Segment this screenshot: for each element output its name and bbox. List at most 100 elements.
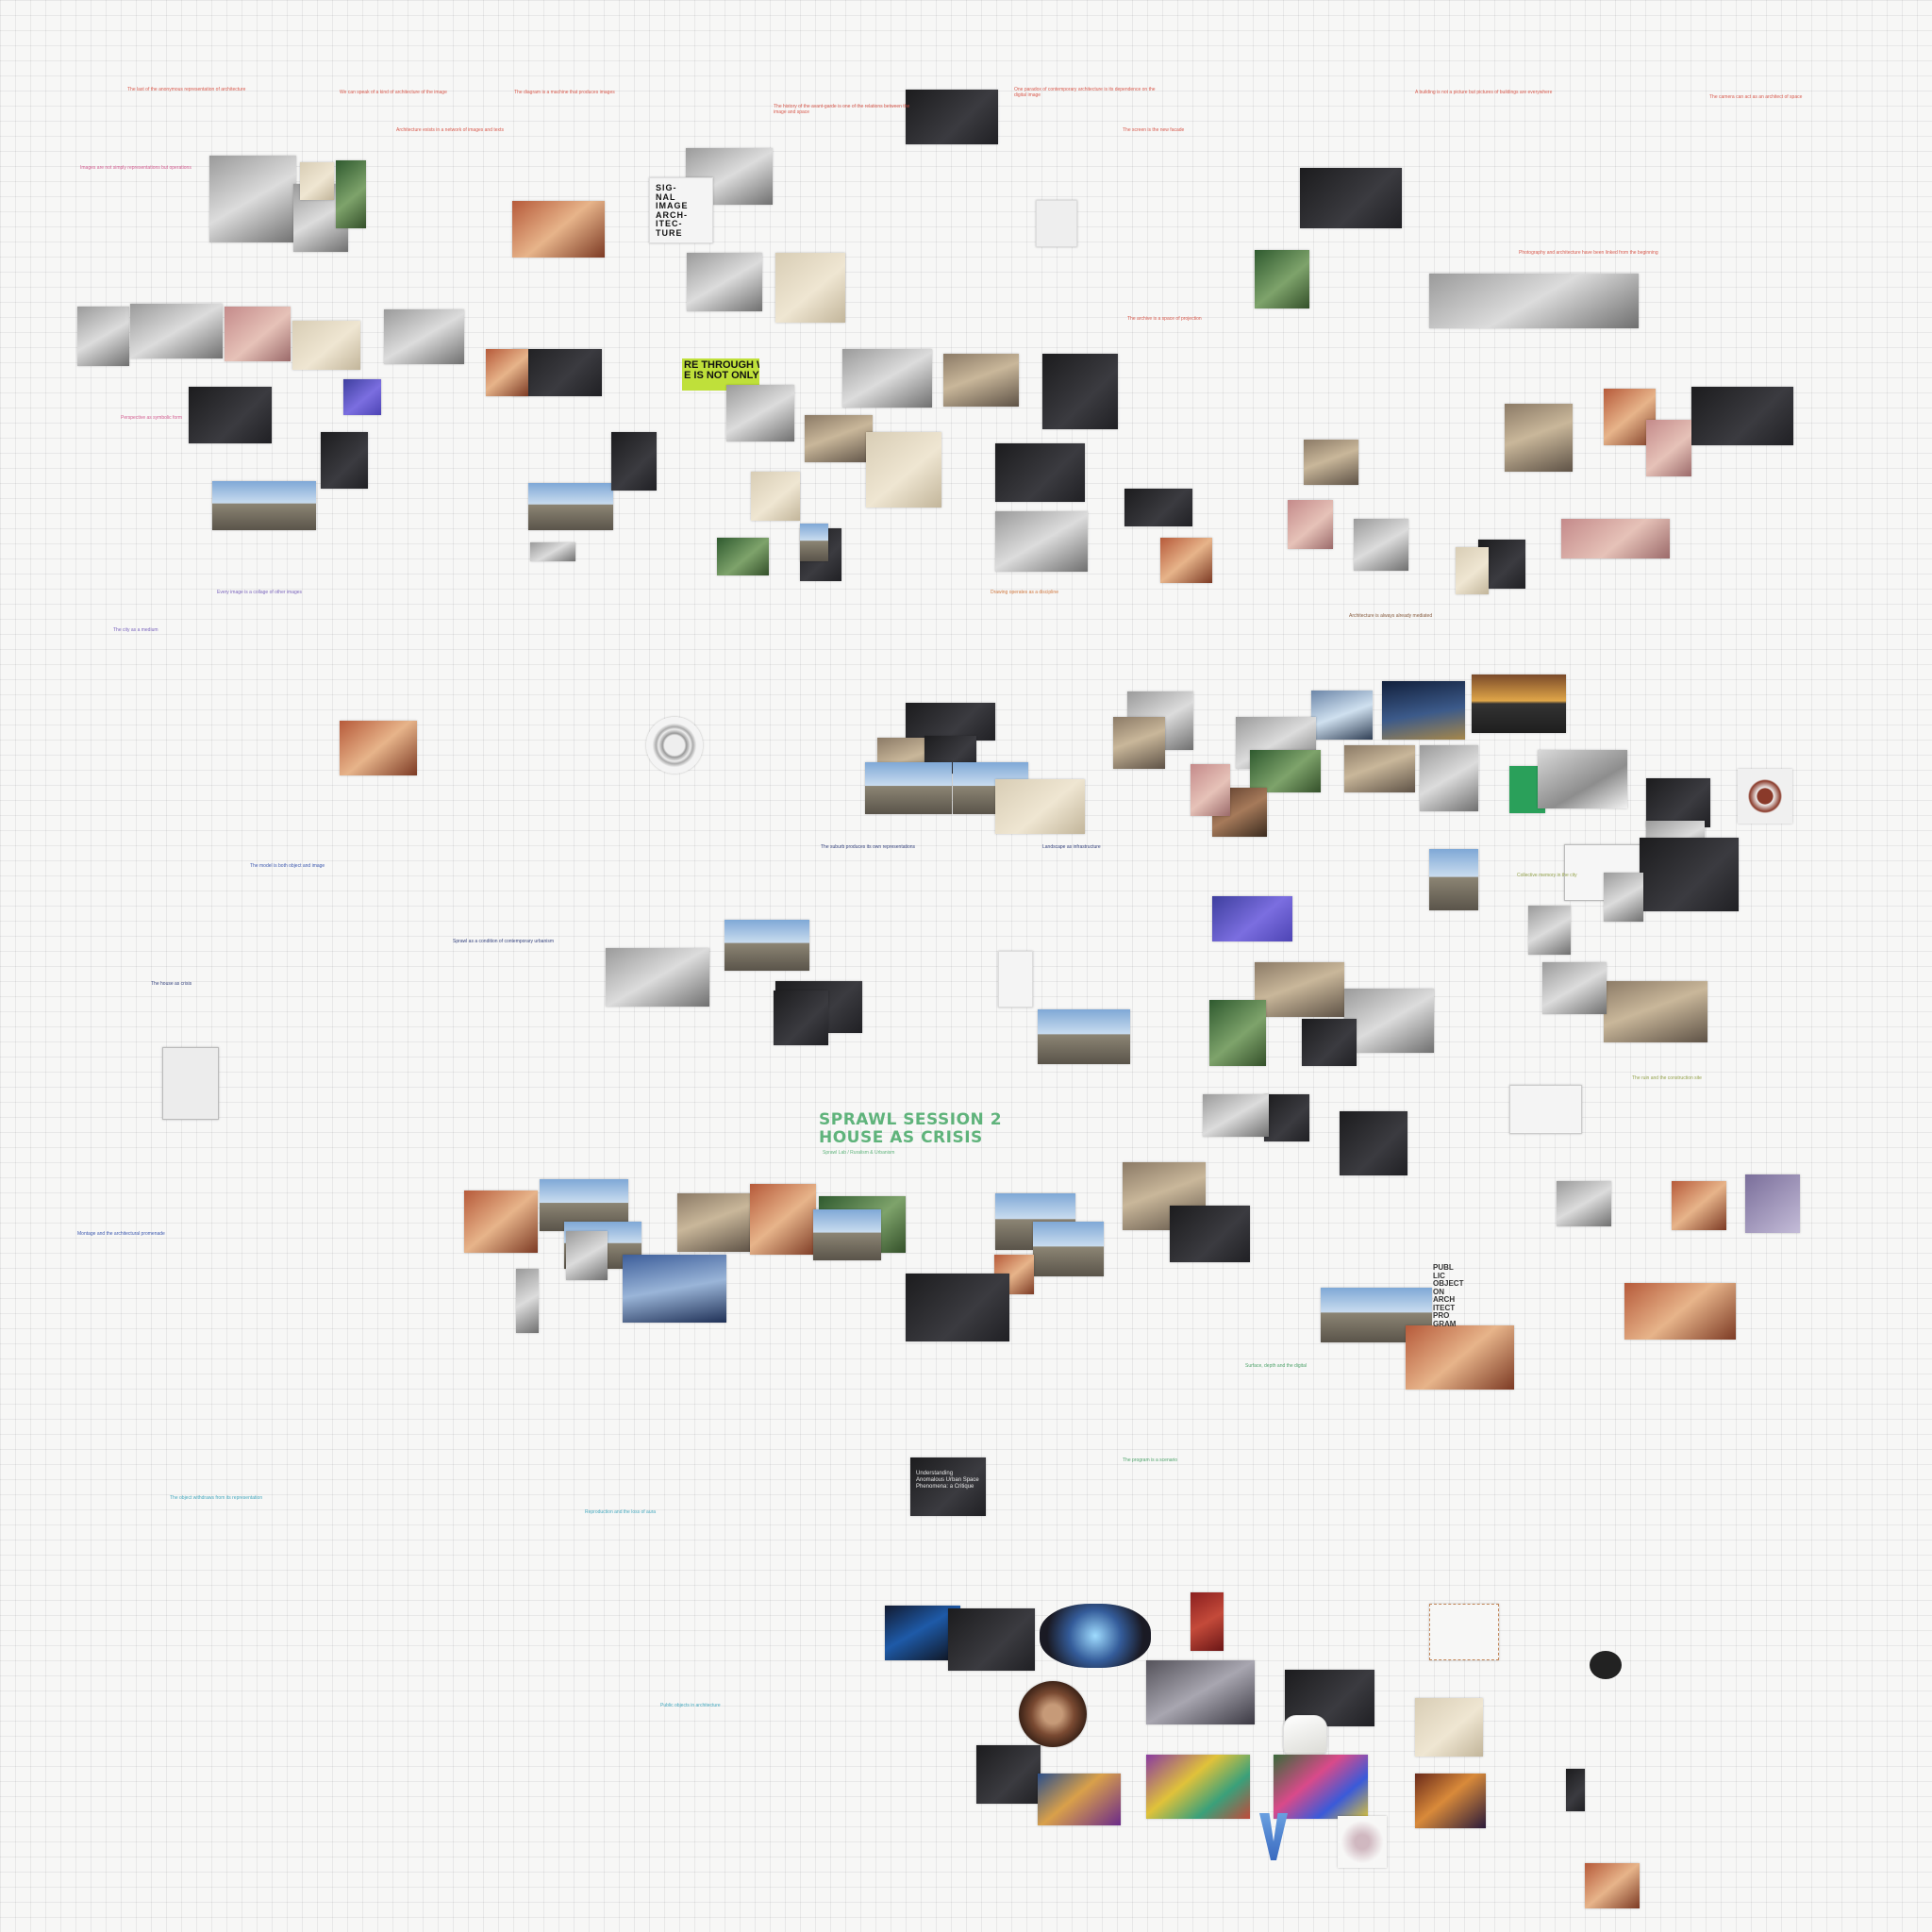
image-blue-shape[interactable] xyxy=(1212,896,1292,941)
image-sepia-interior[interactable] xyxy=(225,307,291,361)
note[interactable]: We can speak of a kind of architecture o… xyxy=(340,90,447,95)
image-grid-collage[interactable] xyxy=(1302,1019,1357,1066)
image-noise-pattern[interactable] xyxy=(1274,1755,1368,1819)
note[interactable]: Perspective as symbolic form xyxy=(121,415,183,421)
image-grid-room[interactable] xyxy=(1646,778,1710,827)
image-tilted-cube[interactable] xyxy=(1557,1181,1611,1226)
image-green-panel[interactable] xyxy=(336,160,366,228)
image-desert-field[interactable] xyxy=(1344,745,1415,792)
image-foggy-field[interactable] xyxy=(1203,1094,1269,1137)
note[interactable]: The screen is the new facade xyxy=(1123,127,1185,133)
image-window-drawing[interactable] xyxy=(998,951,1033,1008)
book-cover-signal-image-architecture[interactable]: SIG- NAL IMAGE ARCH- ITEC- TURE xyxy=(649,177,713,243)
image-purple-flower[interactable] xyxy=(750,1184,816,1255)
image-tiled-screen[interactable] xyxy=(1691,387,1793,445)
image-ornate-art[interactable] xyxy=(1415,1774,1486,1828)
note[interactable]: Images are not simply representations bu… xyxy=(80,165,192,171)
image-interior-warm[interactable] xyxy=(1456,547,1489,594)
note[interactable]: The house as crisis xyxy=(151,981,192,987)
note[interactable]: The archive is a space of projection xyxy=(1127,316,1202,322)
note[interactable]: Every image is a collage of other images xyxy=(217,590,303,595)
image-courtyard[interactable] xyxy=(1585,1863,1640,1908)
image-wireframe-shards[interactable] xyxy=(726,385,794,441)
image-colorful-street[interactable] xyxy=(1624,1283,1736,1340)
image-steel-sculpture[interactable] xyxy=(1528,906,1571,955)
image-black-cube[interactable] xyxy=(976,1745,1041,1804)
image-building-sketch[interactable] xyxy=(384,309,464,364)
image-capital-column[interactable] xyxy=(77,307,129,366)
image-ruins-collage[interactable] xyxy=(130,304,223,358)
image-building-bw[interactable] xyxy=(995,511,1088,572)
image-cad-screen[interactable] xyxy=(995,443,1085,502)
image-doorway-small[interactable] xyxy=(516,1269,539,1333)
note[interactable]: The last of the anonymous representation… xyxy=(127,87,246,92)
image-man-green-shirt[interactable] xyxy=(1209,1000,1266,1066)
note[interactable]: The model is both object and image xyxy=(250,863,325,869)
image-sketches[interactable] xyxy=(866,432,941,508)
image-crane-night[interactable] xyxy=(1382,681,1465,740)
note[interactable]: Architecture is always already mediated xyxy=(1349,613,1433,619)
image-classical-statues[interactable] xyxy=(530,542,575,561)
note[interactable]: One paradox of contemporary architecture… xyxy=(1014,87,1156,98)
image-circular-diagram[interactable] xyxy=(646,717,703,774)
text-public-object[interactable]: PUBL LIC OBJECT ON ARCH ITECT PRO GRAM xyxy=(1433,1263,1464,1328)
note[interactable]: A building is not a picture but pictures… xyxy=(1415,90,1553,95)
image-campus[interactable] xyxy=(865,762,952,814)
image-brown-material[interactable] xyxy=(1304,440,1358,485)
image-monitor-wall[interactable] xyxy=(1170,1206,1250,1262)
text-sprawl-session[interactable]: SPRAWL SESSION 2 HOUSE AS CRISIS xyxy=(819,1110,1003,1147)
image-dark-screen-blue[interactable] xyxy=(885,1606,960,1660)
image-tower-block[interactable] xyxy=(1429,849,1478,910)
image-sunset-aerial[interactable] xyxy=(1604,981,1707,1042)
note[interactable]: Sprawl as a condition of contemporary ur… xyxy=(453,939,554,944)
image-snow-scene[interactable] xyxy=(1354,519,1408,571)
image-figures-row[interactable] xyxy=(1429,1604,1499,1660)
image-plans-grid[interactable] xyxy=(209,156,296,242)
note[interactable]: The camera can act as an architect of sp… xyxy=(1709,94,1803,100)
image-dark-terminal[interactable] xyxy=(1124,489,1192,526)
image-blue-stage[interactable] xyxy=(800,524,828,561)
image-blue-house[interactable] xyxy=(1033,1222,1104,1276)
image-night-city[interactable] xyxy=(1340,1111,1407,1175)
image-broken-structure[interactable] xyxy=(1604,873,1643,922)
image-crystal-cluster[interactable] xyxy=(1338,1816,1387,1868)
image-spaceship-model[interactable] xyxy=(1538,750,1627,808)
image-neon-diagram[interactable] xyxy=(611,432,657,491)
image-psychedelic-pattern[interactable] xyxy=(1146,1755,1250,1819)
note[interactable]: Photography and architecture have been l… xyxy=(1519,250,1658,256)
note[interactable]: The program is a scenario xyxy=(1123,1457,1178,1463)
image-pink-room[interactable] xyxy=(1646,420,1691,476)
note[interactable]: Reproduction and the loss of aura xyxy=(585,1509,657,1515)
image-sketch-line[interactable] xyxy=(1509,1085,1582,1134)
image-gradient-panel[interactable] xyxy=(343,379,381,415)
image-city-skyline[interactable] xyxy=(1038,1009,1130,1064)
image-black-square[interactable] xyxy=(774,991,828,1045)
image-man-portrait[interactable] xyxy=(805,415,873,462)
image-dancers[interactable] xyxy=(687,253,762,311)
image-red-fragments[interactable] xyxy=(1738,769,1792,824)
image-colorful-map[interactable] xyxy=(1038,1774,1121,1825)
image-modernist-building[interactable] xyxy=(606,948,709,1007)
image-fairground[interactable] xyxy=(1640,838,1739,911)
image-bearded-man-bw[interactable] xyxy=(1344,989,1434,1053)
image-diagram-sheet[interactable] xyxy=(751,472,800,521)
image-black-panel[interactable] xyxy=(321,432,368,489)
image-book-cover-dark[interactable]: Understanding Anomalous Urban Space Phen… xyxy=(910,1457,986,1516)
note[interactable]: Collective memory in the city xyxy=(1517,873,1577,878)
image-pink-box[interactable] xyxy=(1672,1181,1726,1230)
image-brick-building[interactable] xyxy=(1406,1325,1514,1390)
image-manuscript[interactable] xyxy=(995,779,1085,834)
image-tile-grid[interactable] xyxy=(292,321,360,370)
image-white-mug[interactable] xyxy=(1283,1715,1327,1759)
image-dark-small[interactable] xyxy=(1566,1769,1585,1811)
image-library-room[interactable] xyxy=(1255,962,1344,1017)
image-street-view[interactable] xyxy=(212,481,316,530)
note[interactable]: Montage and the architectural promenade xyxy=(77,1231,165,1237)
image-sandy-texture[interactable] xyxy=(1415,1698,1483,1757)
note[interactable]: The city as a medium xyxy=(113,627,158,633)
image-building-facade[interactable] xyxy=(528,483,613,530)
image-pipes-sculpture[interactable] xyxy=(1420,745,1478,811)
image-figure-window[interactable] xyxy=(1288,500,1333,549)
image-sunset-city[interactable] xyxy=(1472,675,1566,733)
